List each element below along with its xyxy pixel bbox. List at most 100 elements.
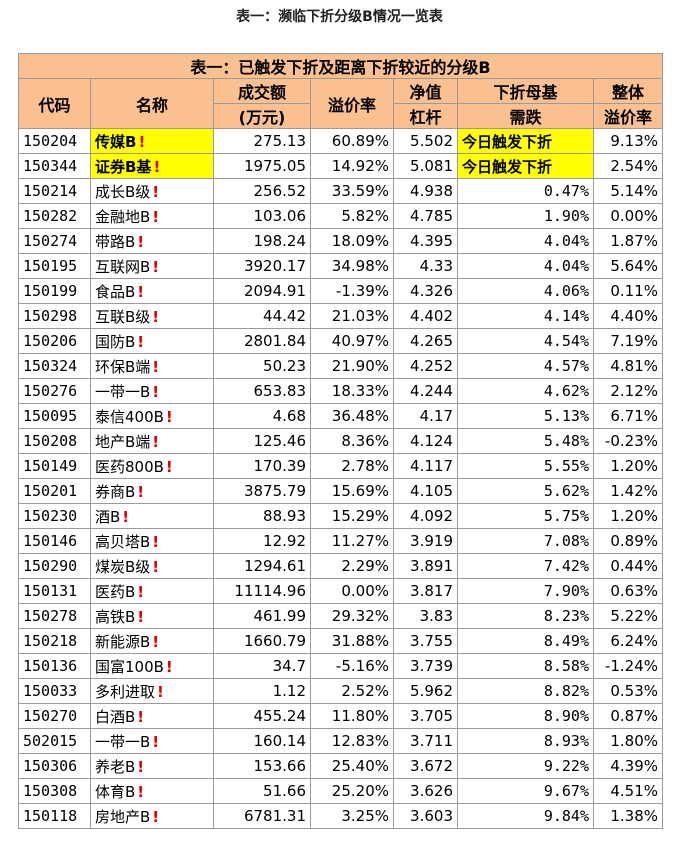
total-premium-cell: 6.24%: [593, 628, 663, 654]
drop-needed-cell: 9.84%: [457, 803, 594, 829]
warning-mark: !: [152, 307, 160, 326]
fund-name: 新能源B!: [90, 628, 214, 654]
premium-cell: 18.09%: [310, 228, 394, 254]
table-row: 150218 新能源B! 1660.79 31.88% 3.755 8.49% 6.24%: [18, 628, 663, 654]
total-premium-cell: 0.89%: [593, 528, 663, 554]
total-premium-cell: 4.39%: [593, 753, 663, 779]
table-row: 150274 带路B! 198.24 18.09% 4.395 4.04% 1.87%: [18, 228, 663, 254]
premium-cell: 15.69%: [310, 478, 394, 504]
fund-name-text: 国富100B: [95, 657, 164, 676]
table-row: 150270 白酒B! 455.24 11.80% 3.705 8.90% 0.87%: [18, 703, 663, 729]
fund-code: 150206: [18, 328, 91, 354]
warning-mark: !: [165, 407, 173, 426]
fund-code: 150308: [18, 778, 91, 804]
fund-code: 150290: [18, 553, 91, 579]
table-row: 150033 多利进取! 1.12 2.52% 5.962 8.82% 0.53%: [18, 678, 663, 704]
premium-cell: 33.59%: [310, 178, 394, 204]
warning-mark: !: [157, 682, 164, 701]
fund-name-text: 多利进取: [95, 682, 156, 701]
fund-name: 养老B!: [90, 753, 214, 779]
drop-needed-cell: 8.58%: [457, 653, 594, 679]
fund-code: 150218: [18, 628, 91, 654]
warning-mark: !: [152, 357, 160, 376]
total-premium-cell: -1.24%: [593, 653, 663, 679]
premium-cell: 36.48%: [310, 403, 394, 429]
fund-name: 医药B!: [90, 578, 214, 604]
premium-cell: -5.16%: [310, 653, 394, 679]
leverage-cell: 4.244: [393, 378, 458, 404]
volume-cell: 3920.17: [213, 253, 311, 279]
fund-code: 150344: [18, 153, 91, 179]
fund-name: 白酒B!: [90, 703, 214, 729]
fund-name-text: 医药B: [95, 582, 136, 601]
header-premium: 溢价率: [310, 78, 394, 129]
fund-code: 150274: [18, 228, 91, 254]
drop-needed-cell: 4.04%: [457, 253, 594, 279]
total-premium-cell: 0.11%: [593, 278, 663, 304]
leverage-cell: 3.711: [393, 728, 458, 754]
header-row-1: 代码 名称 成交额 溢价率 净值 下折母基 整体: [18, 78, 663, 129]
premium-cell: 21.90%: [310, 353, 394, 379]
leverage-cell: 5.962: [393, 678, 458, 704]
volume-cell: 455.24: [213, 703, 311, 729]
leverage-cell: 5.081: [393, 153, 458, 179]
total-premium-cell: 1.38%: [593, 803, 663, 829]
leverage-cell: 3.739: [393, 653, 458, 679]
table-row: 150298 互联B级! 44.42 21.03% 4.402 4.14% 4.40%: [18, 303, 663, 329]
volume-cell: 1975.05: [213, 153, 311, 179]
total-premium-cell: 2.54%: [593, 153, 663, 179]
fund-name-text: 医药800B: [95, 457, 164, 476]
warning-mark: !: [137, 782, 145, 801]
total-premium-cell: 5.64%: [593, 253, 663, 279]
volume-cell: 34.7: [213, 653, 311, 679]
volume-cell: 4.68: [213, 403, 311, 429]
volume-cell: 256.52: [213, 178, 311, 204]
leverage-cell: 4.33: [393, 253, 458, 279]
fund-code: 150033: [18, 678, 91, 704]
total-premium-cell: 0.53%: [593, 678, 663, 704]
fund-name: 互联B级!: [90, 303, 214, 329]
leverage-cell: 4.252: [393, 353, 458, 379]
fund-name-text: 一带一B: [95, 382, 151, 401]
leverage-cell: 3.705: [393, 703, 458, 729]
fund-code: 150278: [18, 603, 91, 629]
drop-needed-cell: 5.55%: [457, 453, 594, 479]
page-caption: 表一：濒临下折分级B情况一览表: [236, 9, 443, 25]
premium-cell: 8.36%: [310, 428, 394, 454]
premium-cell: 34.98%: [310, 253, 394, 279]
table-row: 150206 国防B! 2801.84 40.97% 4.265 4.54% 7.19%: [18, 328, 663, 354]
premium-cell: 3.25%: [310, 803, 394, 829]
fund-name: 国防B!: [90, 328, 214, 354]
header-total: 整体: [593, 78, 663, 104]
fund-code: 150298: [18, 303, 91, 329]
volume-cell: 2801.84: [213, 328, 311, 354]
premium-cell: 11.27%: [310, 528, 394, 554]
premium-cell: 5.82%: [310, 203, 394, 229]
total-premium-cell: -0.23%: [593, 428, 663, 454]
fund-code: 150270: [18, 703, 91, 729]
volume-cell: 153.66: [213, 753, 311, 779]
drop-needed-cell: 7.90%: [457, 578, 594, 604]
fund-name: 证券B基!: [90, 153, 214, 179]
fund-code: 150324: [18, 353, 91, 379]
table-row: 150308 体育B! 51.66 25.20% 3.626 9.67% 4.51%: [18, 778, 663, 804]
warning-mark: !: [137, 232, 145, 251]
drop-needed-cell: 1.90%: [457, 203, 594, 229]
fund-code: 150095: [18, 403, 91, 429]
fund-name-text: 国防B: [95, 332, 136, 351]
leverage-cell: 4.17: [393, 403, 458, 429]
table-row: 150149 医药800B! 170.39 2.78% 4.117 5.55% 1.20%: [18, 453, 663, 479]
total-premium-cell: 2.12%: [593, 378, 663, 404]
fund-code: 150214: [18, 178, 91, 204]
drop-needed-cell: 4.57%: [457, 353, 594, 379]
drop-needed-cell: 8.49%: [457, 628, 594, 654]
fund-name-text: 传媒B: [95, 132, 137, 151]
fund-name: 带路B!: [90, 228, 214, 254]
header-code: 代码: [18, 78, 91, 129]
drop-needed-cell: 9.22%: [457, 753, 594, 779]
leverage-cell: 4.092: [393, 503, 458, 529]
leverage-cell: 4.395: [393, 228, 458, 254]
fund-code: 150306: [18, 753, 91, 779]
table-row: 150095 泰信400B! 4.68 36.48% 4.17 5.13% 6.71%: [18, 403, 663, 429]
volume-cell: 88.93: [213, 503, 311, 529]
